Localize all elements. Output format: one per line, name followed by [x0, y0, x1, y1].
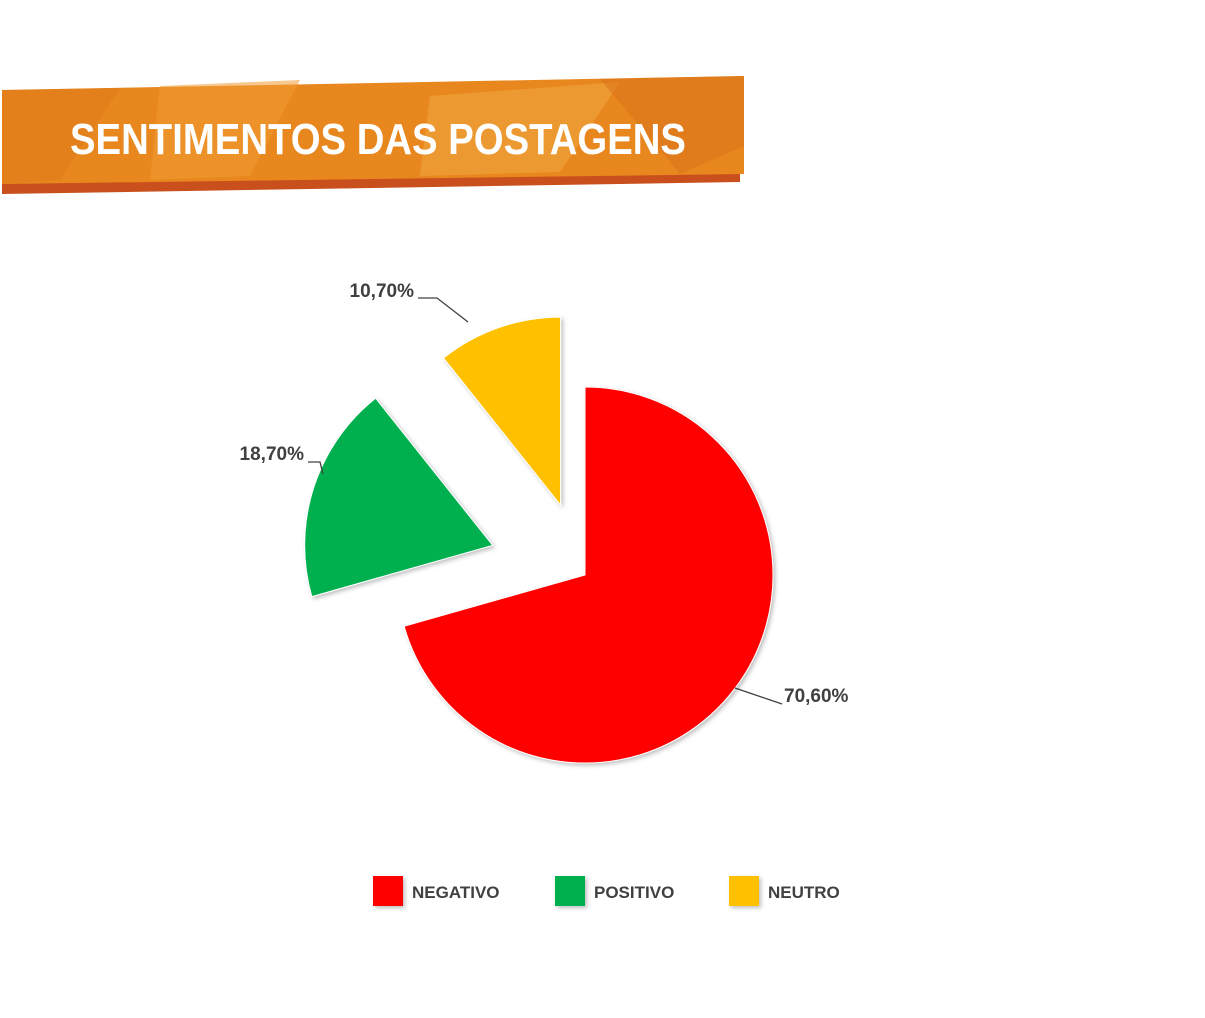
title-banner: SENTIMENTOS DAS POSTAGENS [2, 76, 744, 194]
banner-facet [420, 82, 620, 176]
legend-swatch-negativo [373, 876, 403, 906]
pie-slice-negativo [403, 386, 774, 764]
leader-line-negativo [734, 687, 783, 705]
legend-label-positivo: POSITIVO [594, 883, 674, 902]
leader-line-positivo [308, 461, 324, 475]
banner-facet [600, 76, 744, 174]
pie-slice-neutro [442, 316, 562, 507]
legend-label-negativo: NEGATIVO [412, 883, 500, 902]
data-label-negativo: 70,60% [784, 686, 849, 707]
leader-line-neutro [418, 297, 469, 323]
legend-label-neutro: NEUTRO [768, 883, 840, 902]
legend-item-negativo: NEGATIVO [373, 876, 500, 906]
legend-swatch-neutro [729, 876, 759, 906]
legend-item-neutro: NEUTRO [729, 876, 840, 906]
chart-title: SENTIMENTOS DAS POSTAGENS [70, 115, 686, 164]
data-label-neutro: 10,70% [350, 281, 415, 302]
banner-facet [150, 80, 300, 180]
legend-swatch-positivo [555, 876, 585, 906]
banner-facet [2, 88, 120, 184]
pie-slice-positivo [304, 397, 494, 598]
data-label-positivo: 18,70% [240, 444, 305, 465]
legend-item-positivo: POSITIVO [555, 876, 674, 906]
